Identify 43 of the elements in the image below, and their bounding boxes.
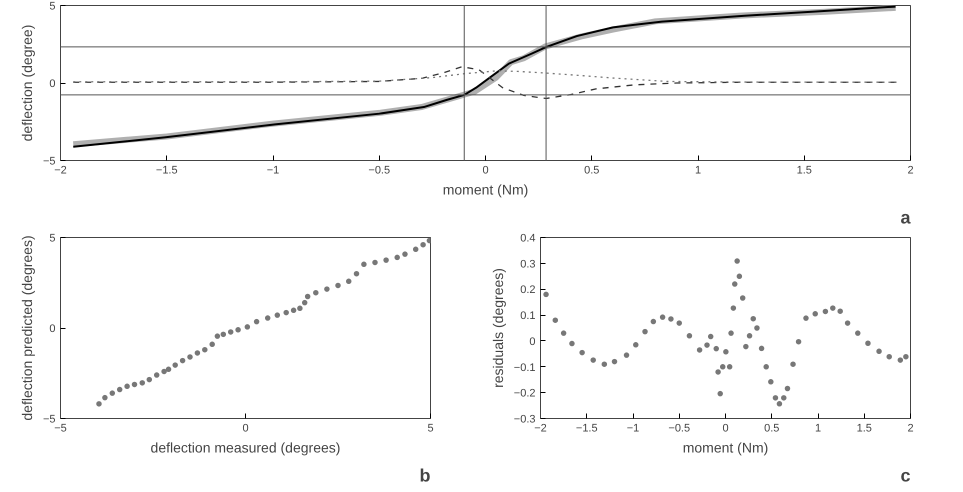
x-tick-label: −2 [54,164,67,176]
text: b [420,466,431,486]
x-tick-label: 1.5 [796,164,812,176]
x-tick-label: 1.5 [856,422,872,434]
x-tick-label: −1 [266,164,280,176]
y-tick-label: 5 [49,0,56,12]
y-tick-label: −0.2 [514,388,536,400]
x-tick-label: 5 [427,422,434,434]
x-tick-label: 1 [814,422,822,434]
x-tick-label: 0 [242,422,249,434]
x-tick-label: −0.5 [368,164,390,176]
x-tick-label: 2 [907,422,914,434]
x-tick-label: 0.5 [584,164,600,176]
text: c [900,466,911,486]
y-tick-label: −0.3 [514,414,536,426]
y-tick-label: 0 [49,78,56,90]
x-tick-label: −1 [626,422,640,434]
x-tick-label: −1.5 [576,422,598,434]
y-axis-title: residuals (degrees) [490,268,506,388]
x-tick-label: 0 [482,164,489,176]
y-tick-label: 0.4 [520,232,536,244]
x-tick-label: −2 [534,422,547,434]
x-axis-title: moment (Nm) [682,440,768,456]
x-tick-label: 1 [694,164,702,176]
y-tick-label: 0.2 [520,284,536,296]
x-tick-label: 0 [722,422,729,434]
x-tick-label: −1.5 [156,164,178,176]
y-axis-title: deflection predicted (degrees) [18,235,35,421]
y-tick-label: 0.3 [520,258,536,270]
y-axis-title: deflection (degree) [18,24,35,142]
x-axis-title: deflection measured (degrees) [150,440,340,456]
y-tick-label: −5 [42,156,56,168]
x-tick-label: 2 [907,164,914,176]
text: a [900,208,912,228]
y-tick-label: −0.1 [514,362,536,374]
y-tick-label: 0 [529,336,536,348]
y-tick-label: 5 [49,232,56,244]
y-tick-label: −5 [42,414,56,426]
x-tick-label: 0.5 [764,422,780,434]
x-axis-title: moment (Nm) [442,182,528,198]
x-tick-label: −0.5 [668,422,690,434]
y-tick-label: 0.1 [520,310,536,322]
y-tick-label: 0 [49,323,56,335]
